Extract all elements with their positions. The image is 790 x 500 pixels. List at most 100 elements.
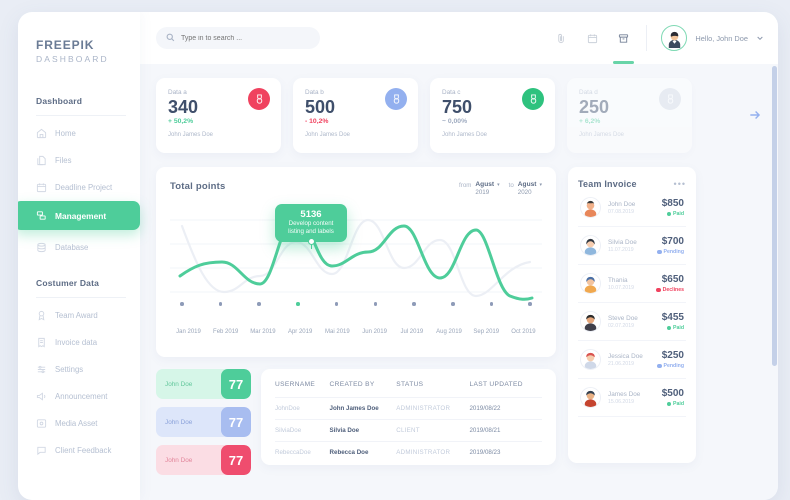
sidebar-item-invoice-data[interactable]: Invoice data xyxy=(18,329,140,356)
calendar-icon[interactable] xyxy=(586,32,599,45)
range-to-label: to xyxy=(508,182,514,189)
avatar xyxy=(580,273,601,294)
table-row[interactable]: JohnDoe John James Doe ADMINISTRATOR 201… xyxy=(275,397,542,420)
invoice-amount: $250 xyxy=(661,350,684,361)
axis-dot[interactable] xyxy=(334,302,339,306)
sidebar-item-client-feedback[interactable]: Client Feedback xyxy=(18,437,140,464)
sidebar-item-management[interactable]: Management xyxy=(18,201,140,230)
invoice-row[interactable]: Thania 10.07.2019 $650 Declines xyxy=(578,265,686,303)
chart-active-point[interactable] xyxy=(308,238,315,245)
vertical-scrollbar[interactable] xyxy=(772,66,777,366)
axis-dot[interactable] xyxy=(489,302,494,306)
more-options-icon[interactable]: ••• xyxy=(673,179,686,189)
score-row[interactable]: John Doe 77 xyxy=(156,445,251,475)
profile-menu[interactable]: Hello, John Doe xyxy=(647,25,764,51)
avatar xyxy=(580,349,601,370)
invoice-name: John Doe xyxy=(608,200,636,208)
chart-x-axis-labels: Jan 2019 Feb 2019 Mar 2019 Apr 2019 Mai … xyxy=(170,329,542,335)
sidebar-item-home[interactable]: Home xyxy=(18,120,140,147)
calendar-icon xyxy=(36,182,47,193)
attachment-icon[interactable] xyxy=(555,32,568,45)
status-label: Declines xyxy=(662,287,684,293)
range-to-select[interactable]: Agust ▾ 2020 xyxy=(518,181,542,196)
sidebar-item-announcement[interactable]: Announcement xyxy=(18,383,140,410)
invoice-person: John Doe 07.08.2019 xyxy=(608,201,655,215)
settings-icon xyxy=(36,364,47,375)
status-label: Pending xyxy=(663,249,684,255)
profile-greeting: Hello, John Doe xyxy=(695,33,748,43)
topbar: Hello, John Doe xyxy=(140,12,778,64)
tooltip-line1: Develop content xyxy=(288,220,334,227)
axis-dot[interactable] xyxy=(450,302,455,306)
invoice-row[interactable]: John Doe 07.08.2019 $850 Paid xyxy=(578,189,686,227)
stat-card-c[interactable]: Data c 750 ~ 0,00% John James Doe xyxy=(430,78,555,153)
table-header-row: USERNAME CREATED BY STATUS LAST UPDATED xyxy=(275,381,542,398)
invoice-person: James Doe 15.06.2019 xyxy=(608,391,655,405)
main-area: Hello, John Doe Data a 340 + 50,2% John … xyxy=(140,12,778,500)
axis-dot[interactable] xyxy=(528,302,532,306)
status-dot-icon xyxy=(666,401,672,407)
search-input[interactable] xyxy=(181,34,310,42)
axis-dot[interactable] xyxy=(180,302,184,306)
invoice-row[interactable]: Jessica Doe 21.06.2019 $250 Pending xyxy=(578,341,686,379)
stat-card-b[interactable]: Data b 500 - 10,2% John James Doe xyxy=(293,78,418,153)
next-arrow-icon[interactable] xyxy=(744,106,766,124)
chart-series-previous xyxy=(180,218,532,298)
score-list: John Doe 77 John Doe 77 John Doe 77 xyxy=(156,369,251,475)
stat-card-d[interactable]: Data d 250 + 6,2% John James Doe xyxy=(567,78,692,153)
invoice-name: Steve Doe xyxy=(608,314,638,322)
search-box[interactable] xyxy=(156,27,320,49)
right-column: Team Invoice ••• John Doe 07.08.2019 xyxy=(568,167,696,463)
sidebar-item-settings[interactable]: Settings xyxy=(18,356,140,383)
range-to-year: 2020 xyxy=(517,189,532,196)
score-row[interactable]: John Doe 77 xyxy=(156,369,251,399)
score-row[interactable]: John Doe 77 xyxy=(156,407,251,437)
range-from-label: from xyxy=(459,182,472,189)
status-badge: Pending xyxy=(657,363,684,369)
invoice-name: Silvia Doe xyxy=(608,238,637,246)
sidebar-item-label: Invoice data xyxy=(55,338,98,347)
axis-dot[interactable] xyxy=(412,302,416,306)
invoice-row[interactable]: James Doe 15.06.2019 $500 Paid xyxy=(578,379,686,417)
cell-status: ADMINISTRATOR xyxy=(396,397,470,420)
sidebar-item-media-asset[interactable]: Media Asset xyxy=(18,410,140,437)
stat-cards: Data a 340 + 50,2% John James Doe Data b… xyxy=(156,78,764,153)
stat-delta: ~ 0,00% xyxy=(442,118,468,125)
column-status: STATUS xyxy=(396,381,424,388)
left-column: Total points from Agust ▾ xyxy=(156,167,556,475)
invoice-name: Thania xyxy=(608,276,628,284)
cell-username: RebeccaDoe xyxy=(275,441,330,463)
column-username: USERNAME xyxy=(275,381,316,388)
status-label: Pending xyxy=(663,363,684,369)
axis-label: Jul 2019 xyxy=(400,329,424,335)
invoice-amount: $455 xyxy=(661,312,684,323)
axis-dot[interactable] xyxy=(218,302,223,306)
sidebar-item-database[interactable]: Database xyxy=(18,234,140,261)
invoice-amount-group: $650 Declines xyxy=(656,274,684,293)
stat-subtitle: John James Doe xyxy=(579,132,625,138)
axis-dot[interactable] xyxy=(257,302,261,306)
stat-value: 750 xyxy=(442,97,473,117)
axis-dot-active[interactable] xyxy=(296,302,300,306)
sidebar-item-deadline-project[interactable]: Deadline Project xyxy=(18,174,140,201)
axis-dot[interactable] xyxy=(373,302,378,306)
sidebar-item-team-award[interactable]: Team Award xyxy=(18,302,140,329)
table-row[interactable]: SilviaDoe Silvia Doe CLIENT 2019/08/21 xyxy=(275,419,542,442)
chevron-down-icon[interactable] xyxy=(756,29,764,47)
sidebar-item-files[interactable]: Files xyxy=(18,147,140,174)
invoice-row[interactable]: Steve Doe 02.07.2019 $455 Paid xyxy=(578,303,686,341)
sidebar-item-label: Client Feedback xyxy=(55,446,112,455)
archive-icon[interactable] xyxy=(613,32,635,64)
table-row[interactable]: RebeccaDoe Rebecca Doe ADMINISTRATOR 201… xyxy=(275,441,542,463)
chart-tooltip: 5136 Develop content listing and labels xyxy=(275,204,347,249)
stat-value: 500 xyxy=(305,97,336,117)
range-from-select[interactable]: Agust ▾ 2019 xyxy=(475,181,499,196)
avatar xyxy=(580,235,601,256)
users-table: USERNAME CREATED BY STATUS LAST UPDATED … xyxy=(275,381,542,463)
sidebar-item-label: Database xyxy=(55,243,89,252)
stat-card-a[interactable]: Data a 340 + 50,2% John James Doe xyxy=(156,78,281,153)
status-dot-icon xyxy=(666,325,672,331)
invoice-row[interactable]: Silvia Doe 11.07.2019 $700 Pending xyxy=(578,227,686,265)
range-to: to Agust ▾ 2020 xyxy=(509,181,542,196)
sidebar-item-label: Settings xyxy=(55,365,84,374)
